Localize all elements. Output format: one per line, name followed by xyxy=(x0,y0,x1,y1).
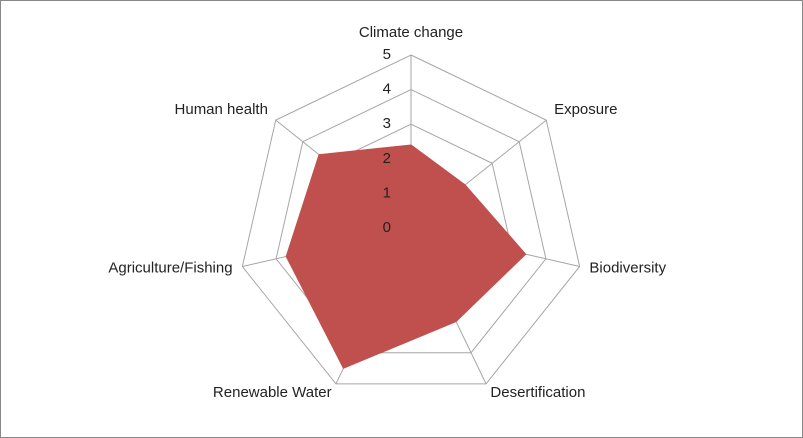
grid-ring xyxy=(275,89,547,354)
data-area xyxy=(285,144,527,369)
grid-ring xyxy=(241,54,581,385)
category-label: Renewable Water xyxy=(213,384,332,401)
r-tick-label: 3 xyxy=(383,115,391,132)
r-tick-label: 4 xyxy=(383,81,391,98)
category-label: Exposure xyxy=(554,101,617,118)
r-tick-label: 0 xyxy=(383,219,391,236)
category-label: Biodiversity xyxy=(589,260,666,277)
r-tick-label: 5 xyxy=(383,46,391,63)
r-tick-label: 2 xyxy=(383,150,391,167)
category-label: Agriculture/Fishing xyxy=(108,260,232,277)
r-tick-label: 1 xyxy=(383,184,391,201)
category-label: Climate change xyxy=(359,24,463,41)
category-label: Desertification xyxy=(490,384,585,401)
category-label: Human health xyxy=(175,101,268,118)
